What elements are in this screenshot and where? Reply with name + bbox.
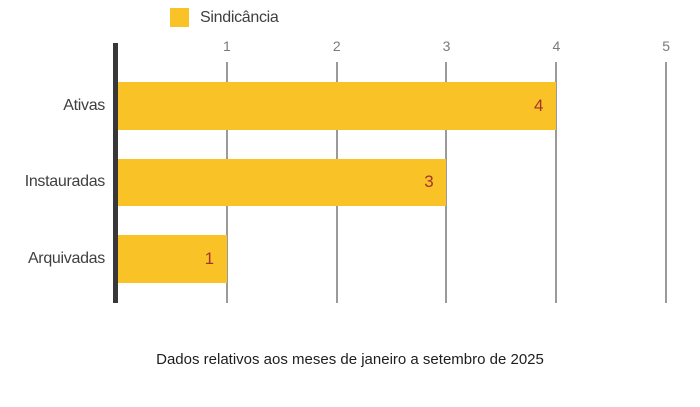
x-tick-label: 5 [662, 38, 670, 54]
grid-line [445, 62, 448, 303]
bar-instauradas[interactable]: 3 [118, 158, 447, 206]
bar-row: 4 [118, 82, 557, 130]
bar-value-label: 3 [424, 172, 434, 192]
bar-arquivadas[interactable]: 1 [118, 235, 227, 283]
legend-label: Sindicância [200, 8, 279, 26]
bar-value-label: 1 [204, 248, 214, 268]
x-tick-label: 4 [552, 38, 560, 54]
category-label-arquivadas: Arquivadas [27, 249, 105, 267]
plot-area: 1 2 3 4 5 4 3 1 Ativas Instauradas Arquivadas [24, 38, 670, 303]
legend-swatch [170, 8, 189, 27]
bar-value-label: 4 [534, 95, 544, 115]
grid-line [665, 62, 667, 303]
bar-row: 3 [118, 158, 447, 206]
x-tick-label: 3 [442, 38, 451, 54]
legend-item-sindicancia[interactable]: Sindicância [170, 8, 279, 27]
x-tick-label: 2 [332, 38, 341, 54]
category-label-instauradas: Instauradas [24, 173, 106, 191]
chart-caption: Dados relativos aos meses de janeiro a s… [156, 351, 544, 368]
bar-ativas[interactable]: 4 [118, 82, 557, 130]
x-tick-label: 1 [223, 38, 231, 54]
bar-row: 1 [118, 235, 227, 283]
y-axis-line [113, 43, 118, 303]
category-label-ativas: Ativas [63, 96, 105, 114]
grid-line [555, 62, 558, 303]
